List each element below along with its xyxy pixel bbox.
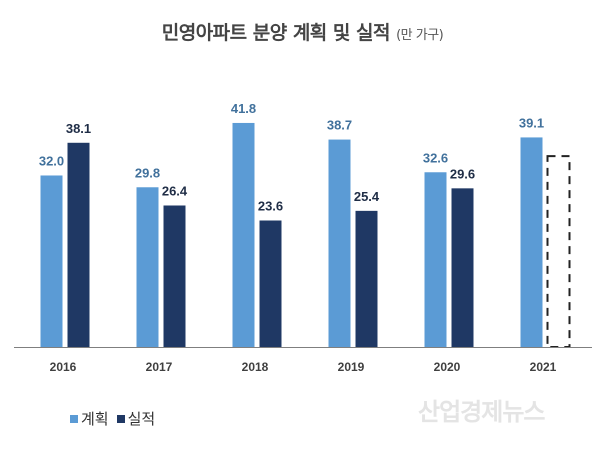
bar-actual-2016 [67,142,90,347]
title-text: 민영아파트 분양 계획 및 실적 [161,22,391,44]
data-label: 26.4 [162,183,188,198]
legend-item-plan: 계획 [70,408,109,429]
watermark: 산업경제뉴스 [418,398,545,426]
data-label: 29.8 [135,165,160,180]
data-label: 32.0 [39,153,64,168]
legend-label: 계획 [81,410,109,428]
data-label: 41.8 [231,101,256,116]
bar-plan-2016 [40,175,63,347]
bar-plan-2020 [424,172,447,347]
data-label: 23.6 [258,199,283,214]
x-tick-label: 2021 [530,360,557,374]
bar-actual-2018 [259,220,282,347]
chart-title: 민영아파트 분양 계획 및 실적 (만 가구) [0,18,605,45]
x-tick-label: 2018 [242,360,269,374]
legend-swatch [116,414,125,423]
bar-plan-2019 [328,139,351,347]
data-label: 39.1 [519,115,544,130]
legend: 계획 실적 [70,408,155,429]
data-label: 32.6 [423,150,448,165]
bar-actual-2020 [451,188,474,347]
unit-label: (만 가구) [396,28,444,43]
legend-label: 실적 [127,410,156,428]
bar-actual-2019 [355,210,378,347]
x-tick-label: 2020 [434,360,461,374]
bar-plan-2018 [232,122,255,348]
data-label: 38.1 [66,121,91,136]
data-label: 25.4 [354,189,380,204]
data-label: 29.6 [450,166,475,181]
legend-swatch [70,414,78,423]
bar-actual-2017 [163,205,186,347]
bar-plan-2021 [520,137,543,347]
x-tick-label: 2016 [50,360,77,374]
bar-plan-2017 [136,187,159,347]
legend-item-actual: 실적 [116,408,156,429]
placeholder-bar [546,155,571,348]
data-label: 38.7 [327,118,352,133]
x-tick-label: 2019 [338,360,365,374]
x-tick-label: 2017 [146,360,173,374]
